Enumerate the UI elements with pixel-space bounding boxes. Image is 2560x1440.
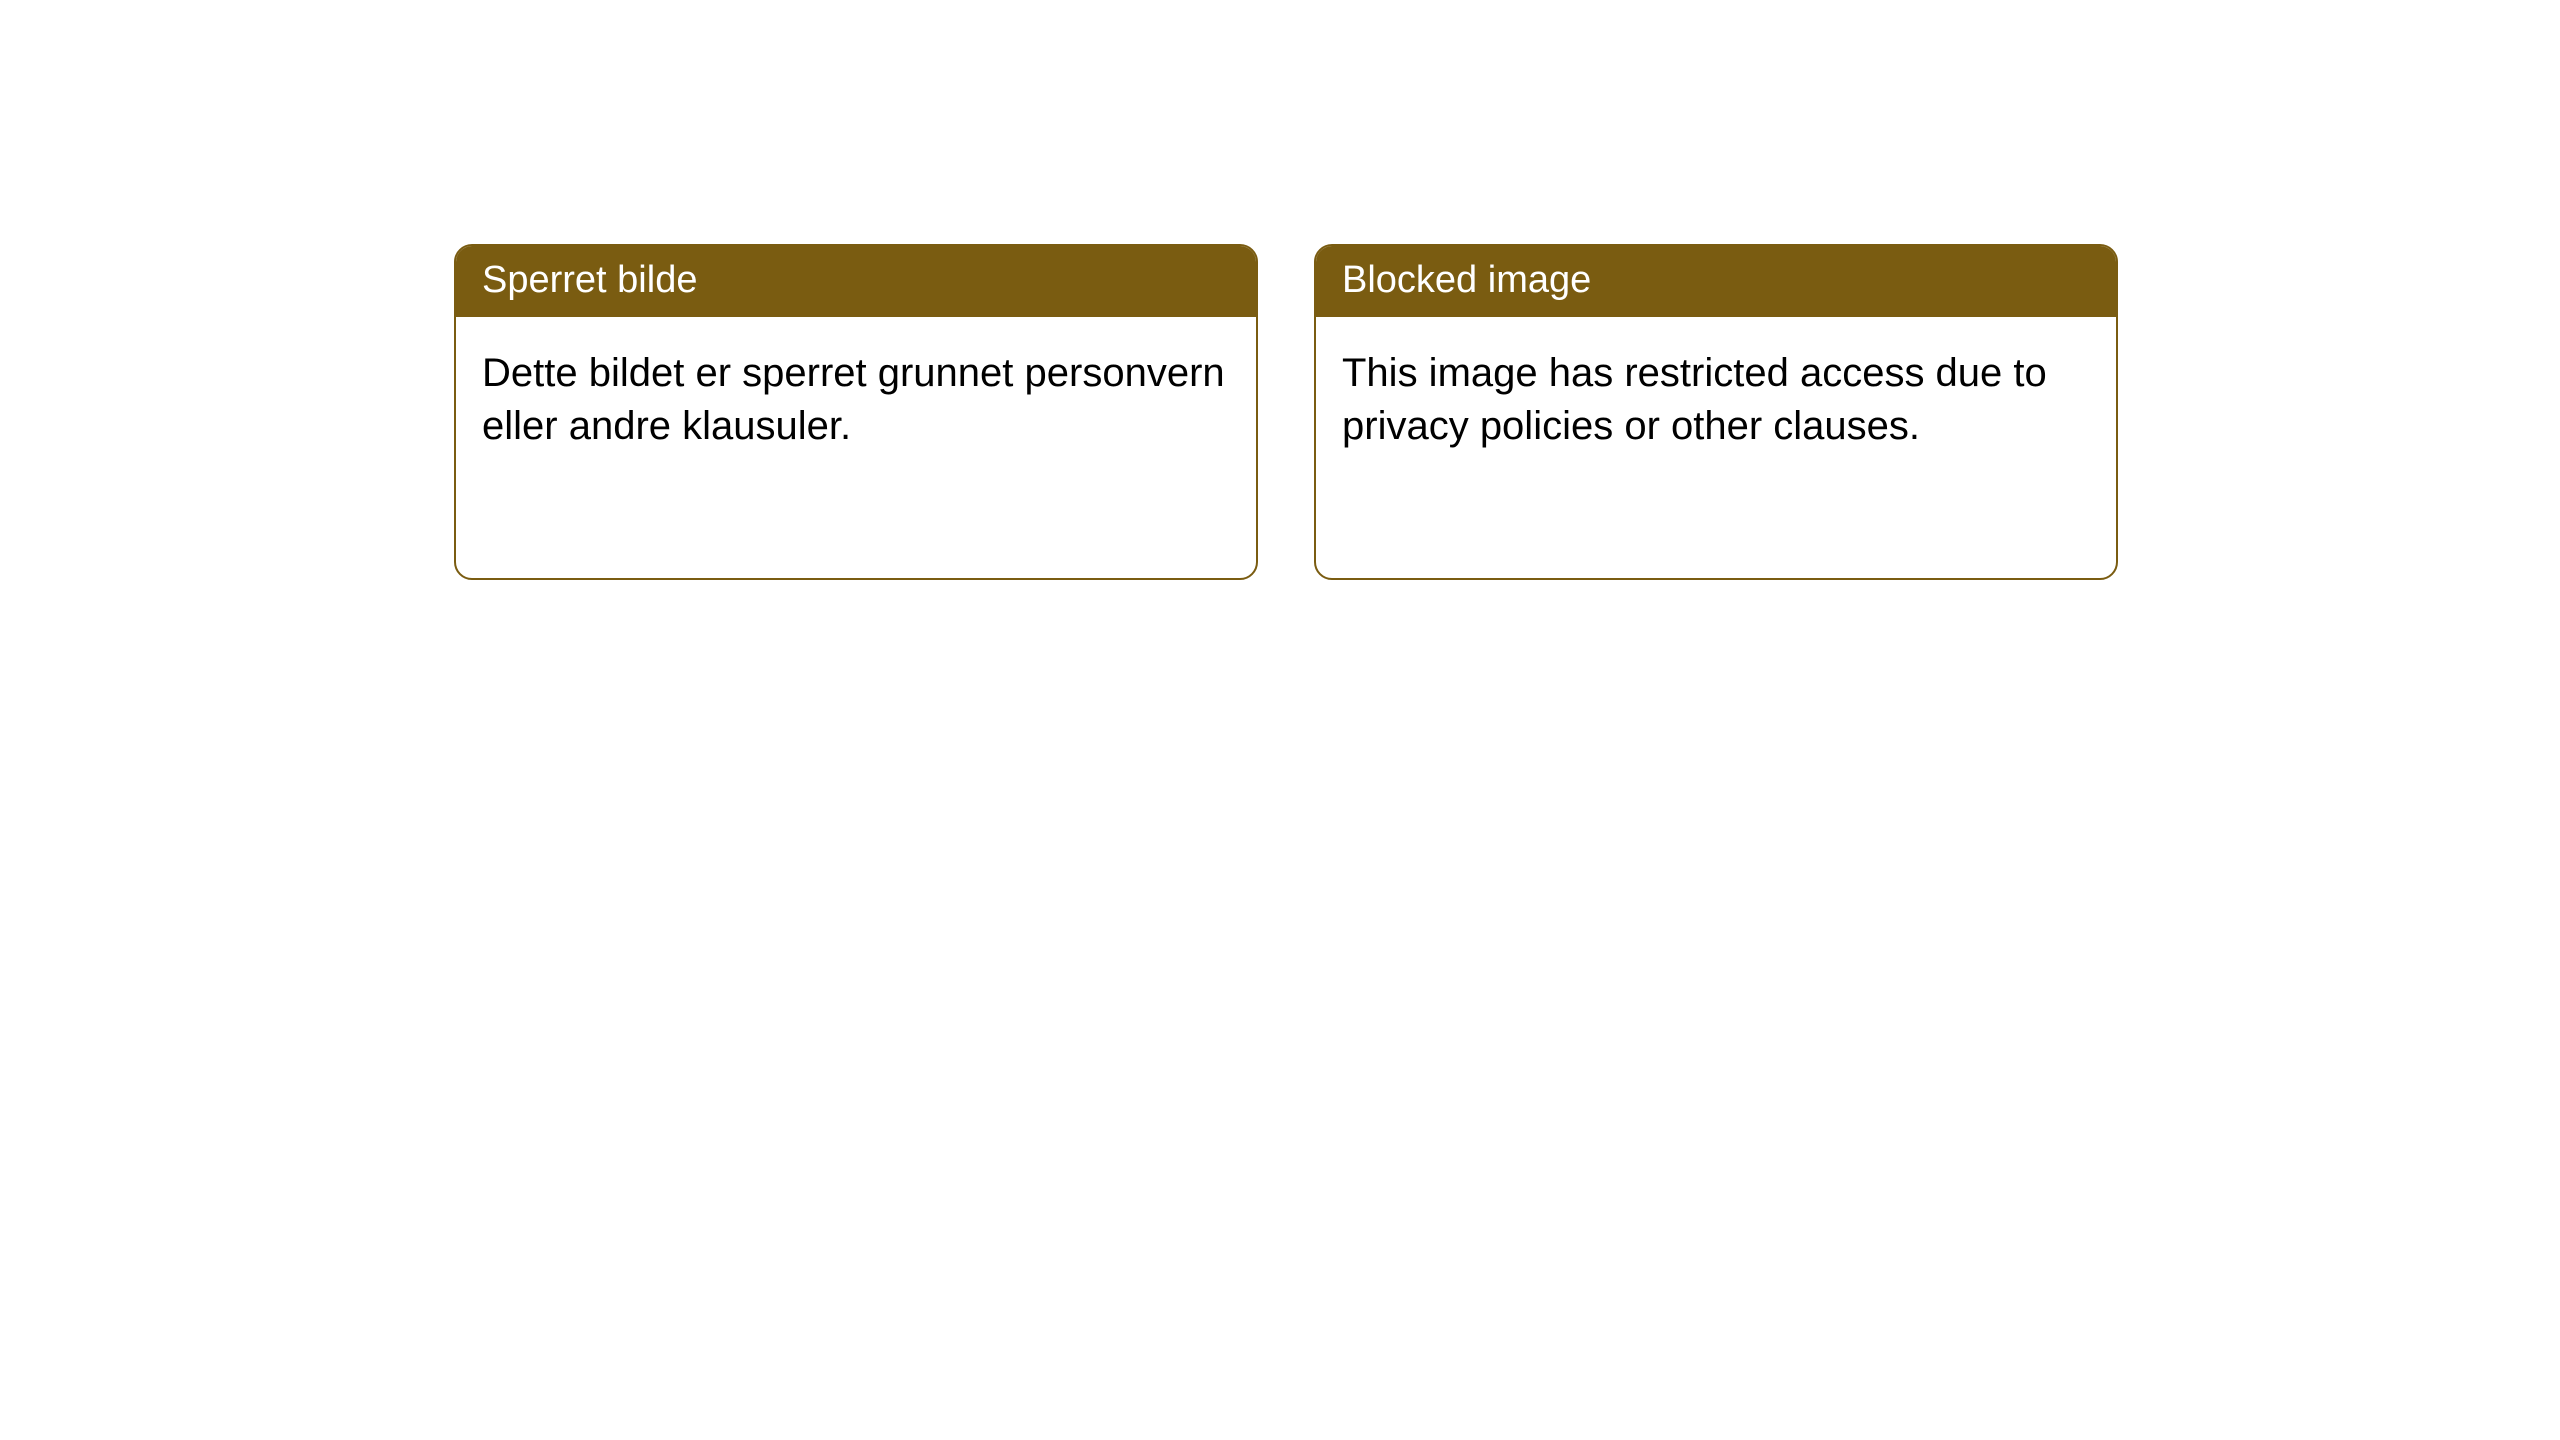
card-body-en: This image has restricted access due to … bbox=[1316, 317, 2116, 483]
card-body-no: Dette bildet er sperret grunnet personve… bbox=[456, 317, 1256, 483]
blocked-image-card-no: Sperret bilde Dette bildet er sperret gr… bbox=[454, 244, 1258, 580]
card-title-en: Blocked image bbox=[1316, 246, 2116, 317]
card-title-no: Sperret bilde bbox=[456, 246, 1256, 317]
blocked-image-card-en: Blocked image This image has restricted … bbox=[1314, 244, 2118, 580]
cards-container: Sperret bilde Dette bildet er sperret gr… bbox=[0, 0, 2560, 580]
